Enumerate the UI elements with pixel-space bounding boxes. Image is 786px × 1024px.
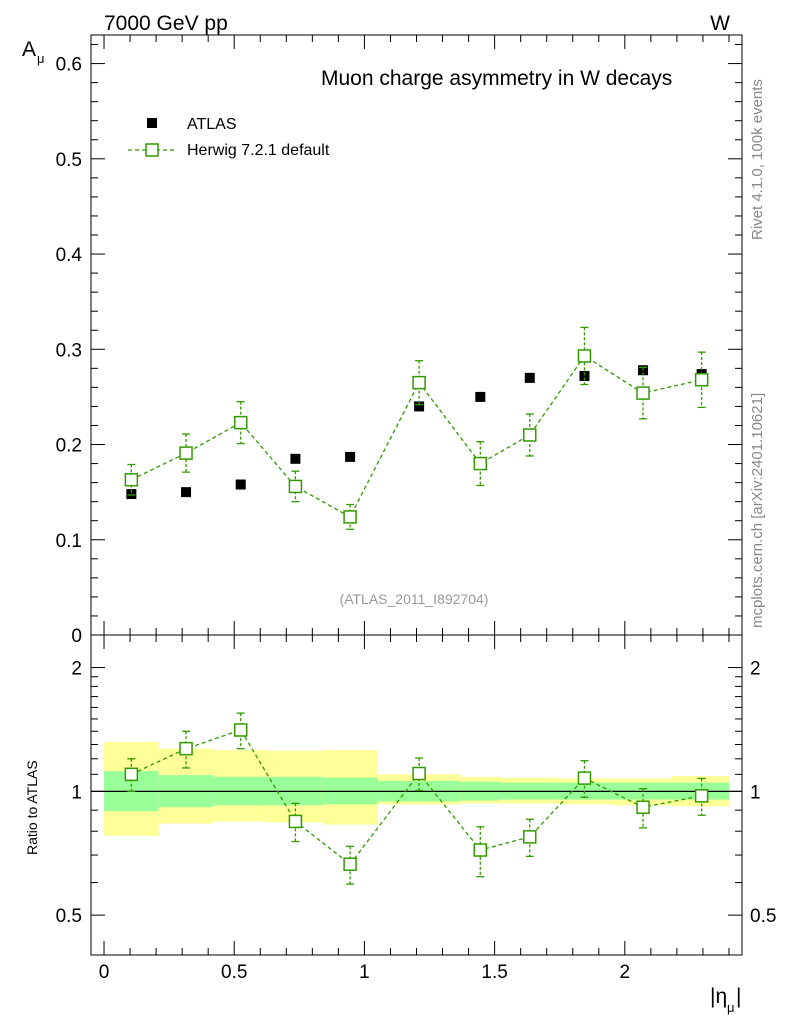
herwig-data-point	[288, 479, 303, 494]
y-axis-label-main: A μ	[22, 38, 45, 66]
y-tick-label: 0.4	[56, 245, 83, 266]
herwig-data-point	[577, 349, 592, 363]
herwig-data-point	[694, 373, 709, 387]
main-panel: Muon charge asymmetry in W decays (ATLAS…	[22, 34, 743, 647]
x-label-sub: μ	[727, 1000, 735, 1015]
legend: ATLAS Herwig 7.2.1 default	[128, 116, 330, 159]
x-axis-label: |η μ |	[710, 985, 741, 1015]
ratio-data-point	[179, 741, 193, 756]
y-tick-label: 0.2	[56, 436, 82, 457]
analysis-label: (ATLAS_2011_I892704)	[340, 591, 489, 607]
herwig-data-point	[636, 386, 650, 400]
herwig-data-point	[343, 510, 357, 524]
ratio-data-point	[636, 800, 650, 814]
herwig-data-point	[523, 428, 537, 442]
legend-atlas-label: ATLAS	[187, 116, 237, 133]
atlas-data-point	[181, 487, 192, 498]
atlas-data-point	[235, 479, 246, 490]
side-credit-top: Rivet 4.1.0, 100k events	[749, 79, 766, 240]
x-tick-label: 1.5	[481, 962, 507, 983]
ratio-y-tick-label-left: 2	[71, 659, 82, 680]
x-tick-label: 0.5	[221, 962, 247, 983]
y-tick-label: 0.1	[56, 531, 82, 552]
ratio-y-tick-label-right: 0.5	[750, 906, 776, 927]
x-tick-label: 0	[99, 962, 110, 983]
ratio-data-point	[343, 857, 357, 871]
ratio-data-point	[523, 830, 537, 844]
x-label-close: |	[736, 985, 741, 1008]
y-tick-label: 0	[71, 626, 82, 647]
y-label-main: A	[22, 38, 36, 61]
atlas-data-point	[126, 489, 137, 500]
ratio-data-point	[577, 771, 592, 785]
ratio-data-point	[473, 843, 488, 857]
ratio-y-label: Ratio to ATLAS	[24, 760, 40, 855]
atlas-data-point	[524, 372, 535, 383]
chart-title: Muon charge asymmetry in W decays	[321, 67, 672, 90]
herwig-data-point	[412, 375, 426, 390]
atlas-data-point	[290, 453, 301, 464]
herwig-data-point	[473, 456, 488, 471]
atlas-data-point	[579, 370, 590, 381]
y-tick-label: 0.6	[56, 55, 82, 76]
legend-herwig-marker	[145, 143, 159, 157]
ratio-data-point	[288, 814, 303, 829]
ratio-y-tick-label-right: 1	[750, 782, 761, 803]
herwig-data-point	[233, 415, 248, 430]
legend-herwig-label: Herwig 7.2.1 default	[187, 142, 330, 159]
x-label-main: |η	[710, 985, 727, 1008]
ratio-frame	[90, 634, 743, 956]
y-tick-label: 0.3	[56, 340, 82, 361]
ratio-y-tick-label-left: 0.5	[56, 906, 82, 927]
herwig-data-point	[124, 473, 139, 487]
ratio-data-point	[124, 767, 139, 782]
side-credit-bottom: mcplots.cern.ch [arXiv:2401.10621]	[749, 393, 766, 628]
ratio-y-tick-label-left: 1	[71, 782, 82, 803]
ratio-panel: 0 0.5 1 1.5 2 0.5 0.5 1 1 2 2 Ratio to ATLAS |η μ …	[24, 634, 776, 1015]
ratio-data-point	[233, 723, 248, 737]
y-label-sub: μ	[37, 51, 45, 66]
herwig-data-point	[179, 446, 193, 460]
atlas-data-point	[345, 451, 356, 462]
atlas-data-point	[475, 391, 486, 402]
header-right: W	[710, 12, 730, 35]
ratio-data-point	[412, 766, 426, 781]
legend-atlas-marker	[147, 118, 157, 128]
ratio-data-point	[694, 789, 709, 803]
header-left: 7000 GeV pp	[104, 12, 228, 35]
y-tick-label: 0.5	[56, 150, 82, 171]
x-tick-label: 2	[620, 962, 631, 983]
atlas-data-point	[414, 401, 425, 412]
ratio-y-tick-label-right: 2	[750, 659, 761, 680]
x-tick-label: 1	[359, 962, 370, 983]
